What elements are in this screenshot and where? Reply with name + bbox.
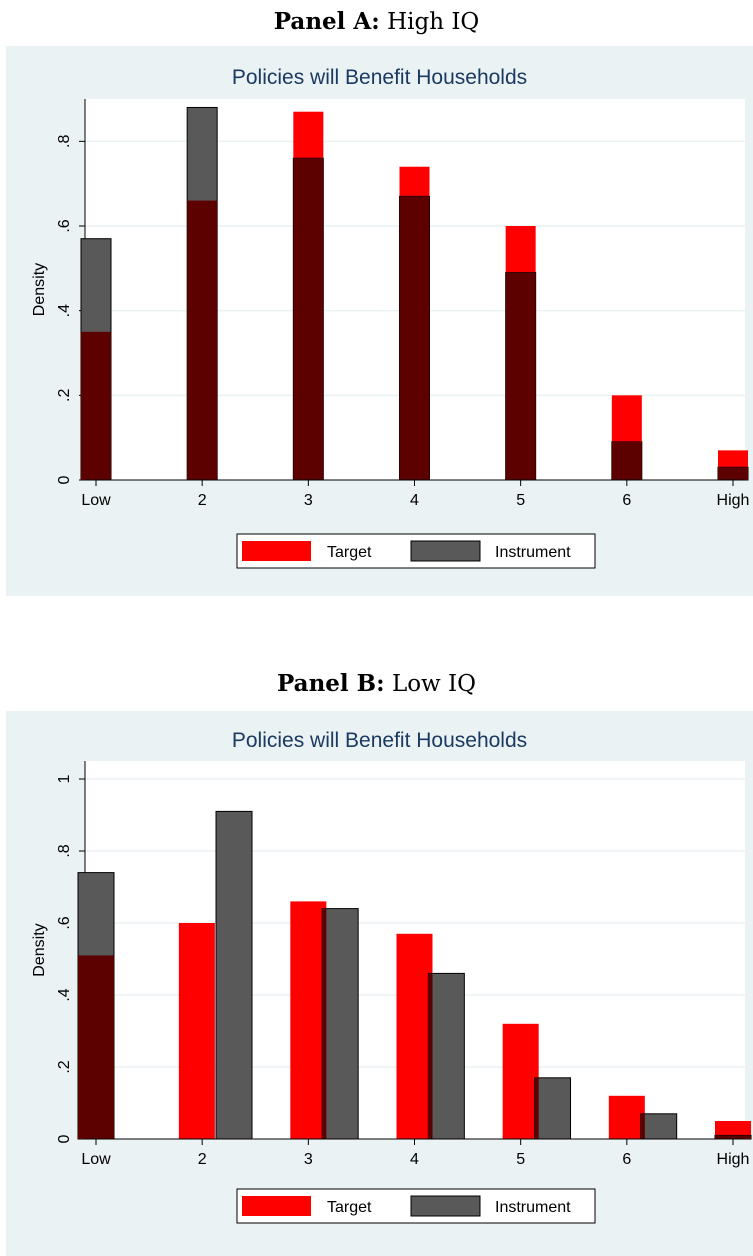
bar-instrument xyxy=(215,810,253,1140)
bar-overlap xyxy=(718,467,748,480)
panel-b-heading: Panel B: Low IQ xyxy=(0,670,753,697)
panel-a-heading: Panel A: High IQ xyxy=(0,8,753,35)
bar-target xyxy=(290,901,327,1139)
x-tick-label: 4 xyxy=(410,492,419,509)
bar-overlap xyxy=(505,272,536,480)
bar-overlap xyxy=(78,955,114,1139)
y-tick-label: .4 xyxy=(56,988,73,1001)
y-axis-label: Density xyxy=(31,263,48,316)
bar-overlap xyxy=(715,1135,751,1139)
y-tick-label: 1 xyxy=(56,774,73,783)
legend-label-target: Target xyxy=(327,544,372,561)
y-tick-label: .2 xyxy=(56,1060,73,1073)
chart-title: Policies will Benefit Households xyxy=(232,66,527,89)
legend-label-target: Target xyxy=(327,1199,372,1216)
y-tick-label: .6 xyxy=(56,219,73,232)
x-tick-label: Low xyxy=(81,492,111,509)
x-tick-label: 6 xyxy=(622,492,631,509)
legend-label-instrument: Instrument xyxy=(495,544,571,561)
bar-instrument xyxy=(321,908,359,1140)
x-tick-label: 2 xyxy=(198,1151,207,1168)
y-tick-label: .6 xyxy=(56,916,73,929)
x-tick-label: High xyxy=(717,492,750,509)
bar-target xyxy=(396,933,433,1139)
legend-label-instrument: Instrument xyxy=(495,1199,571,1216)
bar-target xyxy=(715,1121,751,1139)
y-tick-label: .2 xyxy=(56,389,73,402)
bar-instrument xyxy=(427,972,465,1140)
x-tick-label: High xyxy=(717,1151,750,1168)
bar-overlap xyxy=(322,908,327,1139)
bar-overlap xyxy=(611,441,642,480)
chart-panel-a: Policies will Benefit Households 0 .2 .4 .6.… xyxy=(6,46,753,596)
y-tick-label: .8 xyxy=(56,844,73,857)
x-tick-label: 5 xyxy=(516,492,525,509)
bar-overlap xyxy=(640,1113,645,1139)
legend-swatch-instrument xyxy=(410,1195,481,1217)
legend-swatch-instrument xyxy=(410,540,481,562)
bar-instrument xyxy=(640,1113,678,1140)
chart-panel-b: Policies will Benefit Households 0 .2 .4 .6.… xyxy=(6,711,753,1256)
y-tick-label: .8 xyxy=(56,135,73,148)
panel-b-subtitle: Low IQ xyxy=(391,671,476,697)
chart-title: Policies will Benefit Households xyxy=(232,729,527,752)
bar-overlap xyxy=(399,196,430,480)
x-tick-label: 5 xyxy=(516,1151,525,1168)
y-tick-label: 0 xyxy=(56,1134,73,1143)
legend-swatch-target xyxy=(242,541,311,561)
y-axis-label: Density xyxy=(31,923,48,976)
x-tick-label: Low xyxy=(81,1151,111,1168)
panel-b-label: Panel B: xyxy=(277,670,385,697)
y-tick-label: 0 xyxy=(56,475,73,484)
x-tick-label: 3 xyxy=(304,1151,313,1168)
bar-overlap xyxy=(81,331,111,480)
bar-target xyxy=(178,923,215,1139)
panel-a-subtitle: High IQ xyxy=(387,9,480,35)
bar-overlap xyxy=(293,158,324,480)
y-tick-label: .4 xyxy=(56,304,73,317)
x-tick-label: 6 xyxy=(622,1151,631,1168)
x-tick-label: 3 xyxy=(304,492,313,509)
x-tick-label: 2 xyxy=(198,492,207,509)
x-tick-label: 4 xyxy=(410,1151,419,1168)
legend-swatch-target xyxy=(242,1196,311,1216)
bar-overlap xyxy=(187,200,218,480)
bar-overlap xyxy=(534,1077,539,1139)
bar-overlap xyxy=(428,973,433,1139)
panel-a-label: Panel A: xyxy=(273,8,380,35)
bar-instrument xyxy=(534,1077,572,1140)
bar-target xyxy=(502,1023,539,1139)
bar-target xyxy=(608,1095,645,1139)
